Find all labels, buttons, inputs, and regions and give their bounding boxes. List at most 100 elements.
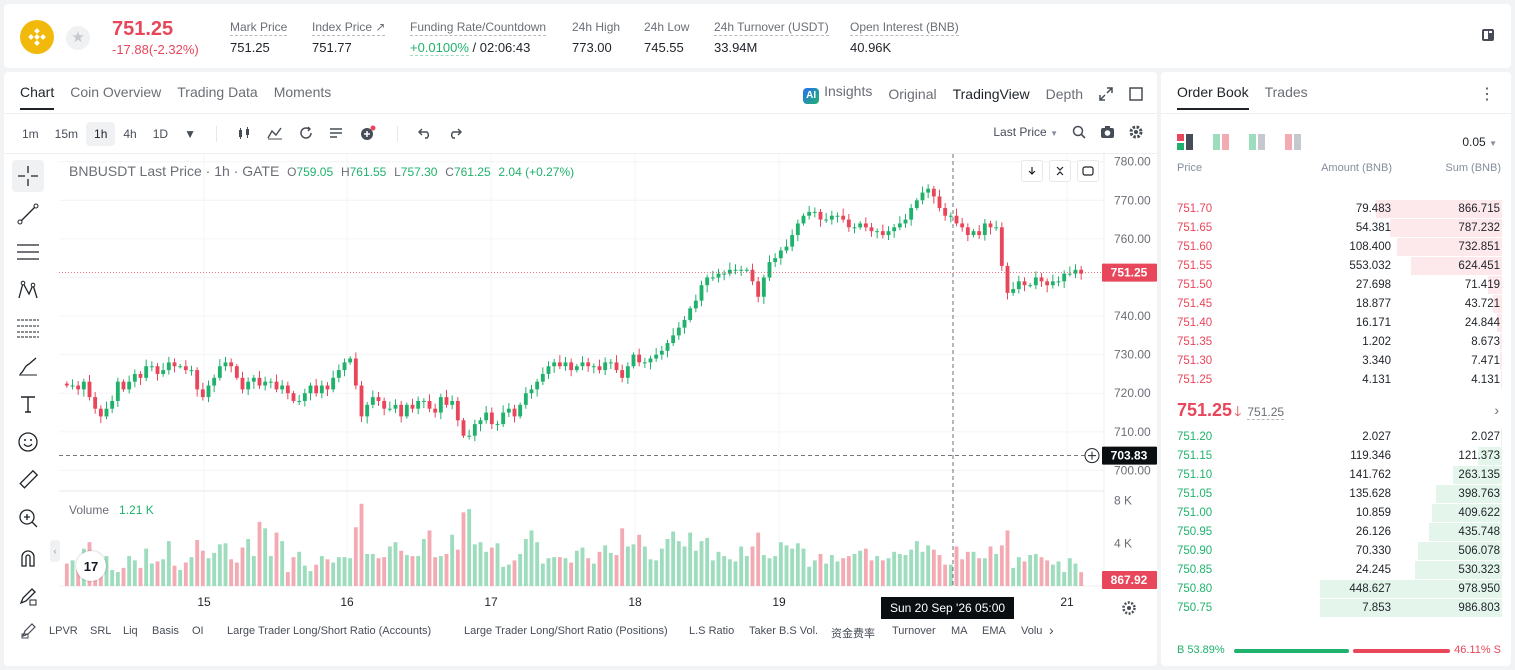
indicator-item[interactable]: Liq bbox=[123, 625, 138, 637]
indicator-item[interactable]: Basis bbox=[152, 625, 179, 637]
bid-row[interactable]: 751.10 141.762 263.135 bbox=[1161, 466, 1511, 485]
templates-icon[interactable] bbox=[321, 121, 351, 148]
stat-label[interactable]: Mark Price bbox=[230, 20, 288, 36]
stat-label[interactable]: 24h Turnover (USDT) bbox=[714, 20, 829, 36]
indicators-icon[interactable] bbox=[259, 121, 291, 148]
tab-trades[interactable]: Trades bbox=[1264, 84, 1308, 100]
tab-original[interactable]: Original bbox=[888, 85, 937, 102]
chevron-right-icon[interactable]: › bbox=[1049, 622, 1054, 638]
stat-label[interactable]: Funding Rate/Countdown bbox=[410, 20, 547, 36]
more-options-icon[interactable]: ⋮ bbox=[1479, 86, 1495, 103]
brush-tool-icon[interactable] bbox=[12, 350, 44, 382]
bid-row[interactable]: 750.95 26.126 435.748 bbox=[1161, 523, 1511, 542]
ask-row[interactable]: 751.50 27.698 71.419 bbox=[1161, 276, 1511, 295]
interval-1d[interactable]: 1D bbox=[152, 127, 169, 141]
indicator-item[interactable]: Large Trader Long/Short Ratio (Positions… bbox=[464, 625, 668, 637]
crosshair-tool-icon[interactable] bbox=[12, 160, 44, 192]
collapse-icon[interactable] bbox=[1049, 160, 1071, 182]
text-tool-icon[interactable] bbox=[12, 388, 44, 420]
tab-trading-data[interactable]: Trading Data bbox=[177, 84, 258, 100]
horizontal-lines-tool-icon[interactable] bbox=[12, 236, 44, 268]
ask-row[interactable]: 751.25 4.131 4.131 bbox=[1161, 371, 1511, 390]
bid-row[interactable]: 751.15 119.346 121.373 bbox=[1161, 447, 1511, 466]
bid-row[interactable]: 750.85 24.245 530.323 bbox=[1161, 561, 1511, 580]
tab-order-book[interactable]: Order Book bbox=[1177, 84, 1249, 110]
add-alert-icon[interactable] bbox=[351, 120, 385, 149]
indicator-item[interactable]: MA bbox=[951, 625, 968, 637]
tab-insights[interactable]: AI Insights bbox=[803, 83, 872, 104]
bid-row[interactable]: 750.75 7.853 986.803 bbox=[1161, 599, 1511, 618]
mode-both-icon[interactable] bbox=[1177, 134, 1195, 150]
indicator-item[interactable]: EMA bbox=[982, 625, 1006, 637]
undo-icon[interactable] bbox=[410, 122, 440, 147]
ask-row[interactable]: 751.60 108.400 732.851 bbox=[1161, 238, 1511, 257]
layout-icon[interactable] bbox=[1077, 160, 1099, 182]
indicator-item[interactable]: 资金费率 bbox=[831, 628, 875, 640]
legend-symbol[interactable]: BNBUSDT Last Price · 1h · GATE bbox=[69, 163, 280, 179]
camera-icon[interactable] bbox=[1100, 125, 1115, 139]
stat-label[interactable]: Open Interest (BNB) bbox=[850, 20, 959, 36]
interval-1h[interactable]: 1h bbox=[86, 122, 116, 146]
settings-gear-icon[interactable] bbox=[1129, 125, 1143, 139]
ask-row[interactable]: 751.45 18.877 43.721 bbox=[1161, 295, 1511, 314]
tab-chart[interactable]: Chart bbox=[20, 84, 55, 110]
tab-tradingview[interactable]: TradingView bbox=[952, 85, 1030, 102]
search-icon[interactable] bbox=[1072, 125, 1086, 139]
ask-row[interactable]: 751.35 1.202 8.673 bbox=[1161, 333, 1511, 352]
expand-icon[interactable] bbox=[1099, 86, 1113, 101]
indicator-item[interactable]: L.S Ratio bbox=[689, 625, 735, 637]
interval-1m[interactable]: 1m bbox=[22, 127, 39, 141]
tab-moments[interactable]: Moments bbox=[273, 84, 332, 100]
pattern-tool-icon[interactable] bbox=[12, 274, 44, 306]
magnet-tool-icon[interactable] bbox=[12, 542, 44, 574]
bid-row[interactable]: 750.90 70.330 506.078 bbox=[1161, 542, 1511, 561]
pencil-lock-tool-icon[interactable] bbox=[12, 580, 44, 612]
ask-row[interactable]: 751.30 3.340 7.471 bbox=[1161, 352, 1511, 371]
mid-price-row[interactable]: 751.25 🡓 751.25 › bbox=[1177, 400, 1501, 422]
chart-settings-icon[interactable] bbox=[1121, 600, 1137, 616]
indicator-item[interactable]: OI bbox=[192, 625, 204, 637]
window-icon[interactable] bbox=[1129, 86, 1143, 101]
mode-asks-icon[interactable] bbox=[1285, 134, 1303, 150]
redo-icon[interactable] bbox=[440, 122, 470, 147]
chevron-right-icon[interactable]: › bbox=[1494, 402, 1499, 418]
zoom-tool-icon[interactable] bbox=[12, 502, 44, 534]
emoji-tool-icon[interactable] bbox=[12, 426, 44, 458]
bid-row[interactable]: 751.20 2.027 2.027 bbox=[1161, 428, 1511, 447]
bid-row[interactable]: 751.05 135.628 398.763 bbox=[1161, 485, 1511, 504]
interval-4h[interactable]: 4h bbox=[123, 127, 137, 141]
ask-row[interactable]: 751.70 79.483 866.715 bbox=[1161, 200, 1511, 219]
indicator-item[interactable]: LPVR bbox=[49, 625, 78, 637]
funding-rate-value[interactable]: +0.0100% bbox=[410, 40, 469, 56]
indicator-item[interactable]: SRL bbox=[90, 625, 112, 637]
replay-icon[interactable] bbox=[291, 121, 321, 148]
indicator-item[interactable]: Large Trader Long/Short Ratio (Accounts) bbox=[227, 625, 432, 637]
tab-coin-overview[interactable]: Coin Overview bbox=[70, 84, 162, 100]
bid-row[interactable]: 750.80 448.627 978.950 bbox=[1161, 580, 1511, 599]
indicator-item[interactable]: Taker B.S Vol. bbox=[749, 625, 819, 637]
precision-select[interactable]: 0.05 ▼ bbox=[1462, 135, 1497, 149]
tradingview-logo[interactable]: 17 bbox=[76, 551, 106, 581]
mode-bids-icon[interactable] bbox=[1249, 134, 1267, 150]
ask-row[interactable]: 751.65 54.381 787.232 bbox=[1161, 219, 1511, 238]
tab-depth[interactable]: Depth bbox=[1045, 85, 1083, 102]
collapse-toolbar-icon[interactable]: ‹ bbox=[50, 540, 60, 562]
price-chart[interactable]: 780.00770.00760.00750.00740.00730.00720.… bbox=[59, 154, 1157, 620]
scroll-down-icon[interactable] bbox=[1021, 160, 1043, 182]
interval-dropdown-icon[interactable]: ▼ bbox=[184, 127, 196, 141]
trend-line-tool-icon[interactable] bbox=[12, 198, 44, 230]
price-type-select[interactable]: Last Price ▼ bbox=[993, 125, 1058, 139]
ruler-tool-icon[interactable] bbox=[12, 464, 44, 496]
ask-row[interactable]: 751.55 553.032 624.451 bbox=[1161, 257, 1511, 276]
mode-both-alt-icon[interactable] bbox=[1213, 134, 1231, 150]
interval-15m[interactable]: 15m bbox=[54, 127, 79, 141]
stat-label[interactable]: Index Price ↗ bbox=[312, 20, 386, 36]
candle-type-icon[interactable] bbox=[229, 121, 259, 148]
fib-tool-icon[interactable] bbox=[12, 312, 44, 344]
indicator-item[interactable]: Turnover bbox=[892, 625, 936, 637]
bid-row[interactable]: 751.00 10.859 409.622 bbox=[1161, 504, 1511, 523]
favorite-star-icon[interactable]: ★ bbox=[66, 26, 90, 50]
book-icon[interactable] bbox=[1481, 28, 1495, 42]
indicator-item[interactable]: Volu bbox=[1021, 625, 1043, 637]
ask-row[interactable]: 751.40 16.171 24.844 bbox=[1161, 314, 1511, 333]
